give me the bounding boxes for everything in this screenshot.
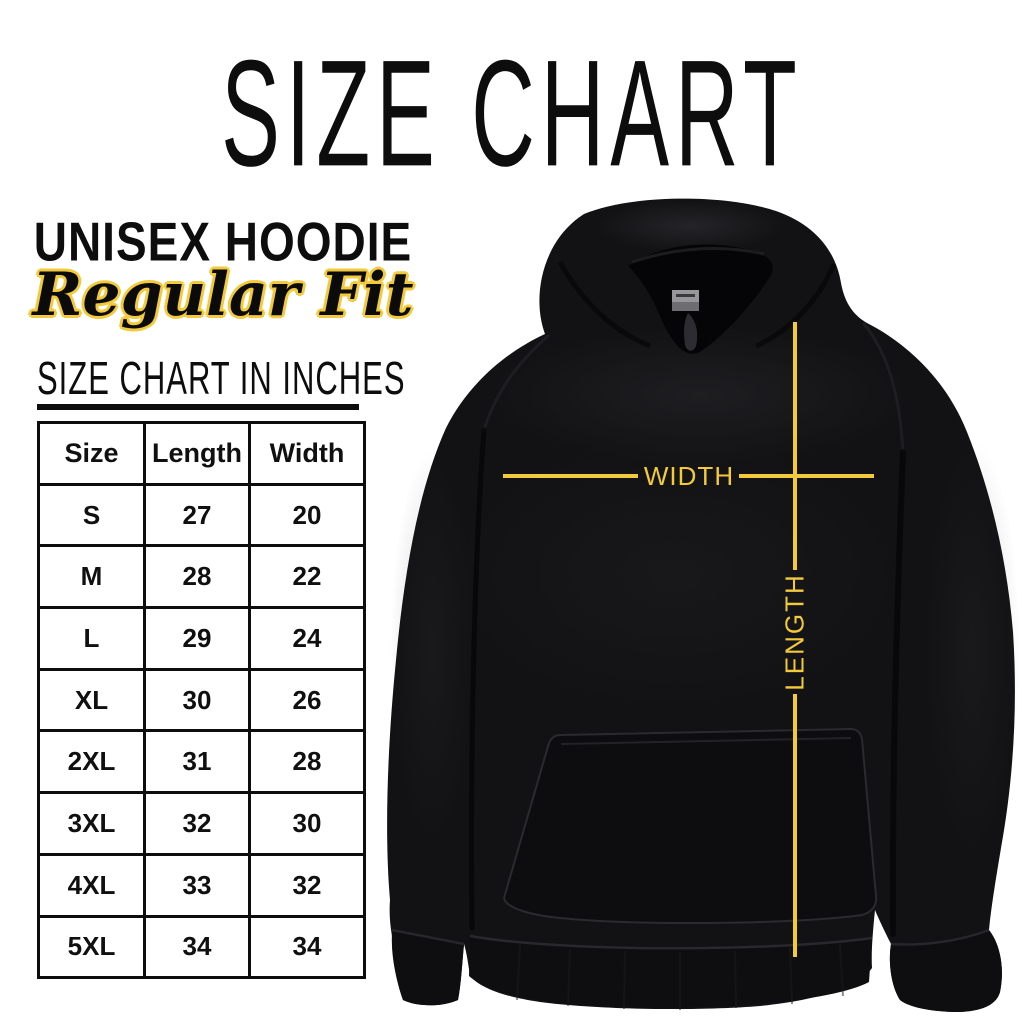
neck-tag: [672, 290, 699, 351]
width-cell: 32: [248, 852, 366, 918]
length-measure-line-top: [793, 322, 797, 570]
length-measure-label: LENGTH: [779, 573, 810, 691]
width-cell: 26: [248, 667, 366, 733]
left-sleeve-highlight: [390, 450, 474, 850]
size-cell: 4XL: [37, 852, 146, 918]
waistband: [469, 934, 873, 1010]
kangaroo-pocket: [502, 727, 878, 925]
garment-creases: [469, 322, 906, 937]
table-row: S 27 20: [37, 482, 366, 548]
table-caption: SIZE CHART IN INCHES: [37, 352, 406, 405]
size-cell: 2XL: [37, 729, 146, 795]
width-cell: 22: [248, 544, 366, 610]
shoulder-highlight: [485, 325, 915, 465]
caption-underline: [37, 404, 359, 410]
hood-fold-right: [754, 263, 837, 349]
page-title: SIZE CHART: [221, 27, 803, 198]
width-cell: 34: [248, 914, 366, 980]
length-cell: 33: [143, 852, 251, 918]
width-measure-label: WIDTH: [643, 461, 735, 491]
length-cell: 27: [143, 482, 251, 548]
table-row: 2XL 31 28: [37, 729, 366, 795]
size-table: Size Length Width S 27 20 M 28 22 L 29 2…: [37, 421, 366, 980]
length-cell: 34: [143, 914, 251, 980]
table-row: 4XL 33 32: [37, 852, 366, 918]
hood-highlight: [595, 200, 785, 252]
length-cell: 31: [143, 729, 251, 795]
right-cuff: [889, 928, 1002, 1012]
length-cell: 30: [143, 667, 251, 733]
chest-highlight: [440, 435, 910, 715]
product-name: UNISEX HOODIE: [33, 211, 413, 273]
pocket-stitch: [560, 737, 852, 745]
table-row: XL 30 26: [37, 667, 366, 733]
left-cuff: [391, 928, 465, 1006]
size-cell: M: [37, 544, 146, 610]
width-cell: 30: [248, 791, 366, 856]
inner-tag-shadow: [684, 313, 698, 351]
width-measure-line-left: [503, 474, 638, 478]
length-cell: 29: [143, 606, 251, 671]
hood-opening: [557, 244, 837, 354]
table-row: M 28 22: [37, 544, 366, 610]
length-cell: 28: [143, 544, 251, 610]
collar-rim: [631, 247, 765, 264]
size-cell: 5XL: [37, 914, 146, 980]
hood-fold-left: [557, 260, 651, 349]
width-cell: 20: [248, 482, 366, 548]
table-row: L 29 24: [37, 606, 366, 671]
col-header-width: Width: [248, 421, 366, 486]
length-cell: 32: [143, 791, 251, 856]
size-cell: 3XL: [37, 791, 146, 856]
width-measure-line-right: [739, 474, 874, 478]
size-cell: L: [37, 606, 146, 671]
table-row: 3XL 32 30: [37, 791, 366, 856]
size-cell: S: [37, 482, 146, 548]
width-cell: 28: [248, 729, 366, 795]
size-cell: XL: [37, 667, 146, 733]
table-row: 5XL 34 34: [37, 914, 366, 980]
col-header-size: Size: [37, 421, 146, 486]
col-header-length: Length: [143, 421, 251, 486]
length-measure-line-bottom: [793, 694, 797, 957]
size-table-header-row: Size Length Width: [37, 421, 366, 486]
fit-label: Regular Fit: [32, 260, 414, 330]
width-cell: 24: [248, 606, 366, 671]
right-sleeve-highlight: [924, 440, 1020, 860]
